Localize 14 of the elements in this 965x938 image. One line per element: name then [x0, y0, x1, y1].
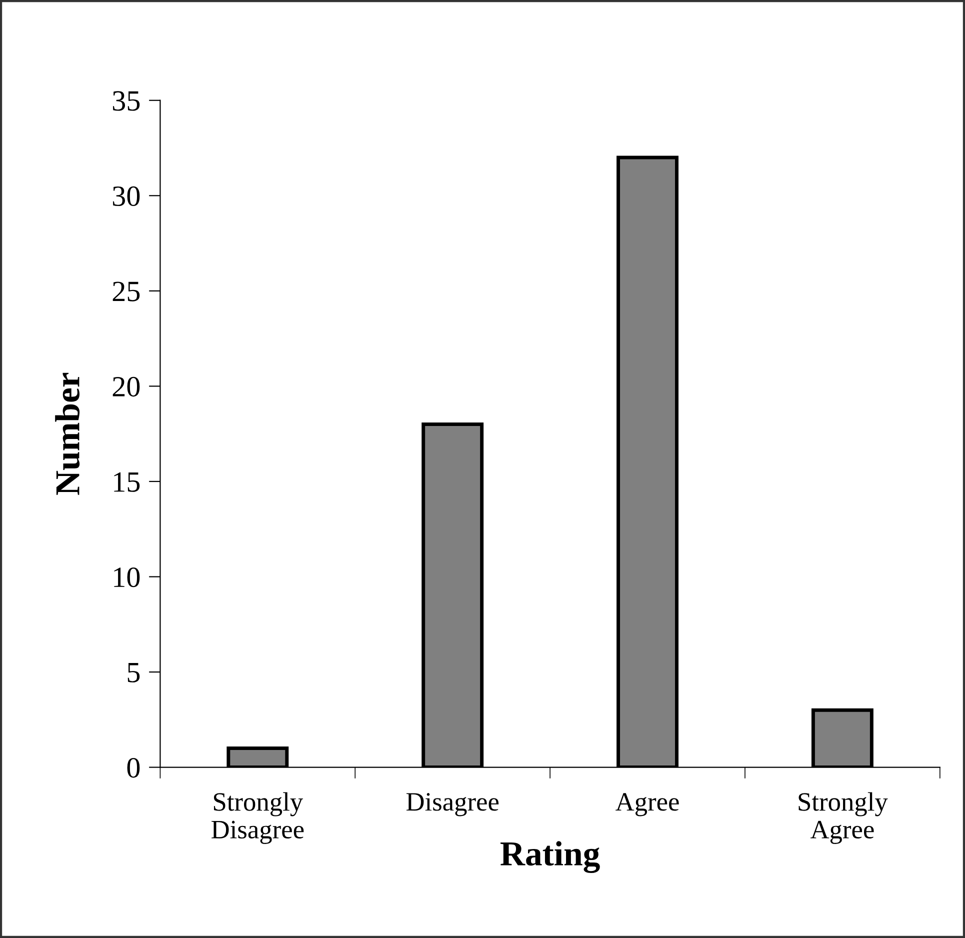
y-tick-label: 5 [128, 663, 140, 682]
y-tick-label: 35 [112, 91, 140, 111]
y-tick-label: 30 [112, 186, 140, 206]
x-tick-label: Disagree [406, 793, 499, 816]
y-tick-label: 25 [112, 282, 140, 302]
y-tick-label: 0 [127, 758, 140, 778]
x-axis-title: Rating [500, 841, 600, 873]
y-tick-label: 20 [112, 376, 140, 397]
y-tick-label: 15 [114, 472, 140, 492]
x-tick-label: Agree [616, 793, 679, 816]
y-tick-label: 10 [114, 567, 140, 588]
x-tick-label: Strongly Disagree [212, 792, 304, 844]
x-tick-label: Strongly Agree [798, 792, 888, 844]
y-axis-title: Number [55, 372, 80, 495]
